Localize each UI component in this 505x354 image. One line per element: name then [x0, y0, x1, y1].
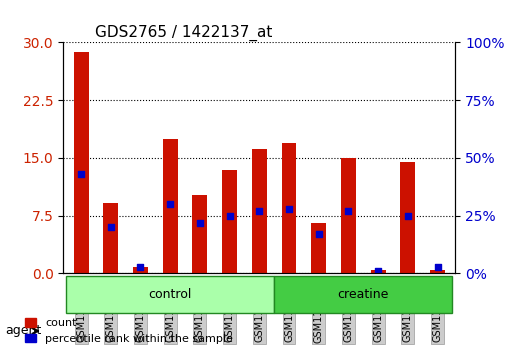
Bar	[370, 270, 385, 274]
Point	[166, 201, 174, 207]
Point	[314, 232, 322, 237]
Point	[403, 213, 411, 218]
Bar	[281, 143, 296, 274]
Point	[373, 268, 381, 274]
Legend: count, percentile rank within the sample: count, percentile rank within the sample	[21, 314, 237, 348]
Point	[255, 208, 263, 214]
Bar	[163, 139, 177, 274]
Point	[284, 206, 292, 212]
Point	[195, 220, 204, 225]
Point	[107, 224, 115, 230]
Point	[77, 171, 85, 177]
Text: agent: agent	[5, 325, 41, 337]
Point	[344, 208, 352, 214]
FancyBboxPatch shape	[66, 275, 274, 313]
Bar	[222, 170, 236, 274]
Bar	[340, 158, 355, 274]
Text: control: control	[148, 288, 191, 301]
Point	[136, 264, 144, 269]
Point	[433, 264, 441, 269]
Point	[225, 213, 233, 218]
Bar	[311, 223, 326, 274]
Bar	[103, 202, 118, 274]
Bar	[133, 267, 147, 274]
Bar	[399, 162, 415, 274]
Bar	[192, 195, 207, 274]
Bar	[429, 270, 444, 274]
Bar	[251, 149, 266, 274]
Text: creatine: creatine	[337, 288, 388, 301]
Text: GDS2765 / 1422137_at: GDS2765 / 1422137_at	[94, 25, 272, 41]
FancyBboxPatch shape	[274, 275, 451, 313]
Bar	[74, 52, 88, 274]
